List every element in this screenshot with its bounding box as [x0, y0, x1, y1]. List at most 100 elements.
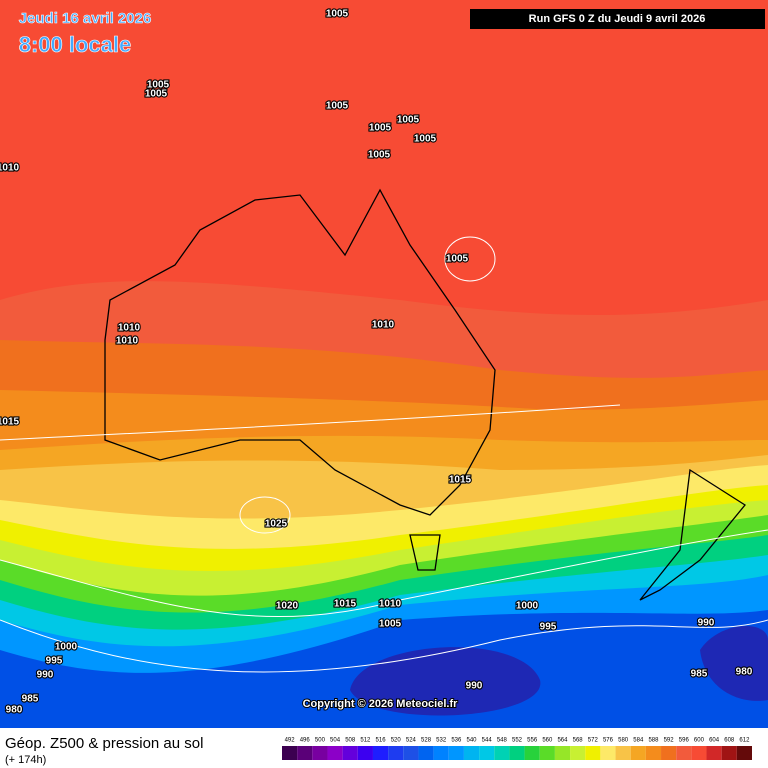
isobar-label: 1015	[0, 417, 20, 428]
legend-swatch	[615, 746, 631, 760]
legend-swatch	[509, 746, 525, 760]
legend-swatch	[630, 746, 646, 760]
copyright: Copyright © 2026 Meteociel.fr	[303, 698, 459, 710]
legend-label: 612	[739, 738, 750, 744]
legend-swatch	[524, 746, 540, 760]
legend-swatch	[691, 746, 707, 760]
isobar-label: 1005	[379, 619, 402, 630]
legend-swatch	[676, 746, 692, 760]
isobar-label: 1010	[372, 320, 395, 331]
isobar-label: 1015	[334, 599, 357, 610]
legend-swatch	[661, 746, 677, 760]
legend-label: 544	[482, 738, 493, 744]
legend-label: 528	[421, 738, 432, 744]
isobar-label: 990	[37, 670, 54, 681]
legend-label: 548	[497, 738, 508, 744]
isobar-label: 1005	[369, 123, 392, 134]
legend-swatch	[645, 746, 662, 760]
isobar-label: 985	[691, 669, 708, 680]
legend-label: 524	[406, 738, 417, 744]
legend-swatch	[327, 746, 343, 760]
legend-swatch	[388, 746, 404, 760]
forecast-date: Jeudi 16 avril 2026	[19, 10, 152, 27]
coastline	[104, 188, 746, 601]
forecast-time: 8:00 locale	[19, 32, 132, 57]
isobar-label: 980	[6, 705, 23, 716]
isobar-label: 1000	[516, 601, 539, 612]
isobar-label: 1005	[397, 115, 420, 126]
legend-swatch	[494, 746, 510, 760]
bands	[0, 281, 768, 728]
legend-swatch	[570, 746, 586, 760]
legend-label: 596	[679, 738, 690, 744]
legend-label: 508	[345, 738, 356, 744]
legend-label: 592	[664, 738, 675, 744]
legend-swatch	[297, 746, 313, 760]
isobar-label: 1000	[55, 642, 78, 653]
legend-swatch	[721, 746, 737, 760]
isobar-label: 1020	[276, 601, 299, 612]
isobar-label: 1005	[326, 9, 349, 20]
legend-swatch	[539, 746, 555, 760]
legend-label: 580	[618, 738, 629, 744]
isobar-label: 1010	[118, 323, 141, 334]
legend-label: 560	[542, 738, 553, 744]
legend: 492 496 500 504 508 512 516 520 524 528 532 536 540 5…	[282, 738, 752, 760]
isobar-label: 1005	[145, 89, 168, 100]
isobar-label: 990	[466, 681, 483, 692]
legend-swatch	[554, 746, 571, 760]
isobar-label: 1010	[116, 336, 139, 347]
legend-label: 512	[360, 738, 371, 744]
legend-swatch	[418, 746, 434, 760]
isobar-label: 990	[698, 618, 715, 629]
footer-lead: (+ 174h)	[5, 754, 46, 766]
legend-label: 492	[285, 738, 296, 744]
isobar-label: 1015	[449, 475, 472, 486]
isobar-label: 985	[22, 694, 39, 705]
legend-swatch	[600, 746, 616, 760]
legend-label: 500	[315, 738, 326, 744]
legend-swatch	[357, 746, 373, 760]
legend-swatch	[479, 746, 495, 760]
legend-label: 600	[694, 738, 705, 744]
legend-swatch	[736, 746, 752, 760]
legend-swatch	[372, 746, 389, 760]
legend-label: 564	[557, 738, 568, 744]
isobar-label: 1005	[414, 134, 437, 145]
legend-swatch	[448, 746, 464, 760]
run-box	[470, 9, 765, 29]
legend-label: 540	[467, 738, 478, 744]
legend-swatch	[282, 746, 298, 760]
legend-label: 568	[573, 738, 584, 744]
legend-swatch	[706, 746, 722, 760]
isobar-label: 1010	[0, 163, 20, 174]
legend-swatch	[403, 746, 419, 760]
isobar-label: 980	[736, 667, 753, 678]
isobar-label: 1005	[368, 150, 391, 161]
isobar-label: 1025	[265, 519, 288, 530]
legend-label: 584	[633, 738, 644, 744]
isobar-label: 1005	[446, 254, 469, 265]
legend-label: 588	[648, 738, 659, 744]
legend-label: 556	[527, 738, 538, 744]
legend-label: 496	[300, 738, 311, 744]
legend-label: 520	[391, 738, 402, 744]
run-info: Run GFS 0 Z du Jeudi 9 avril 2026	[529, 13, 706, 25]
legend-label: 532	[436, 738, 447, 744]
isobars	[0, 236, 768, 673]
isobar-label: 1010	[379, 599, 402, 610]
isobar-label: 995	[46, 656, 63, 667]
legend-swatch	[585, 746, 601, 760]
legend-label: 572	[588, 738, 599, 744]
legend-label: 576	[603, 738, 614, 744]
footer-title: Géop. Z500 & pression au sol	[5, 735, 203, 752]
legend-label: 504	[330, 738, 341, 744]
legend-swatch	[463, 746, 480, 760]
isobar-label: 995	[540, 622, 557, 633]
isobar-label: 1005	[326, 101, 349, 112]
legend-swatch	[433, 746, 449, 760]
legend-label: 552	[512, 738, 523, 744]
isobar-label: 1005	[147, 80, 170, 91]
legend-swatch	[342, 746, 358, 760]
